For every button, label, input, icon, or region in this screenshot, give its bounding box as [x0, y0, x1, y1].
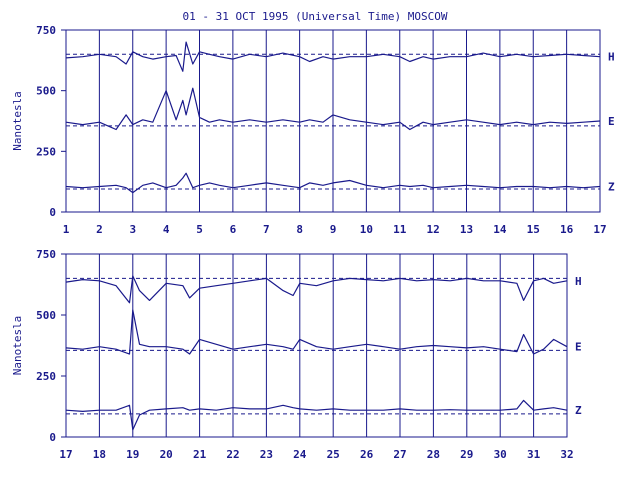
- x-tick-label: 9: [330, 223, 337, 236]
- series-label-e: E: [608, 115, 615, 128]
- x-tick-label: 18: [93, 448, 106, 461]
- y-tick-label: 500: [36, 309, 56, 322]
- plot-frame: [65, 253, 568, 438]
- x-tick-label: 11: [393, 223, 407, 236]
- x-tick-label: 30: [494, 448, 507, 461]
- series-label-z: Z: [575, 404, 582, 417]
- series-label-h: H: [608, 51, 615, 64]
- y-axis-label: Nanotesla: [11, 316, 24, 376]
- y-axis-label: Nanotesla: [11, 91, 24, 151]
- x-tick-label: 26: [360, 448, 374, 461]
- x-tick-label: 25: [327, 448, 340, 461]
- y-tick-label: 750: [36, 24, 56, 37]
- x-tick-label: 2: [96, 223, 103, 236]
- x-tick-label: 29: [460, 448, 473, 461]
- series-line-e: [65, 87, 601, 131]
- y-tick-label: 750: [36, 248, 56, 261]
- x-tick-label: 24: [293, 448, 307, 461]
- y-tick-label: 250: [36, 145, 56, 158]
- series-line-z: [65, 172, 601, 194]
- x-tick-label: 23: [260, 448, 273, 461]
- y-tick-label: 250: [36, 370, 56, 383]
- x-tick-label: 14: [493, 223, 507, 236]
- series-line-e: [65, 309, 568, 355]
- x-tick-label: 10: [360, 223, 373, 236]
- y-tick-label: 0: [49, 431, 56, 444]
- x-tick-label: 21: [193, 448, 207, 461]
- x-tick-label: 22: [226, 448, 239, 461]
- x-tick-label: 3: [129, 223, 136, 236]
- x-tick-label: 13: [460, 223, 473, 236]
- series-label-e: E: [575, 341, 582, 354]
- x-tick-label: 7: [263, 223, 270, 236]
- x-tick-label: 6: [230, 223, 237, 236]
- x-tick-label: 17: [59, 448, 72, 461]
- series-line-h: [65, 275, 568, 304]
- x-tick-label: 31: [527, 448, 541, 461]
- x-tick-label: 12: [427, 223, 440, 236]
- x-tick-label: 32: [560, 448, 573, 461]
- y-tick-label: 500: [36, 85, 56, 98]
- y-tick-label: 0: [49, 206, 56, 219]
- x-tick-label: 8: [296, 223, 303, 236]
- x-tick-label: 27: [393, 448, 406, 461]
- x-tick-label: 4: [163, 223, 170, 236]
- x-tick-label: 17: [593, 223, 606, 236]
- x-tick-label: 28: [427, 448, 440, 461]
- panel-oct-01-17: 1 2 3 4 5 6 7 8 9 10 11 12 13 14 15 16 170250500750Nanot…: [11, 24, 615, 236]
- chart-title: 01 - 31 OCT 1995 (Universal Time) MOSCOW: [183, 10, 448, 23]
- x-tick-label: 5: [196, 223, 203, 236]
- series-label-h: H: [575, 275, 582, 288]
- series-label-z: Z: [608, 181, 615, 194]
- x-tick-label: 19: [126, 448, 139, 461]
- x-tick-label: 15: [527, 223, 540, 236]
- series-line-z: [65, 399, 568, 431]
- x-tick-label: 16: [560, 223, 574, 236]
- x-tick-label: 20: [160, 448, 173, 461]
- panel-oct-17-32: 17 18 19 20 21 22 23 24 25 26 27 28 29 30 31 32 0 250 500 7…: [11, 248, 582, 461]
- x-tick-label: 1: [63, 223, 70, 236]
- series-line-h: [65, 41, 601, 72]
